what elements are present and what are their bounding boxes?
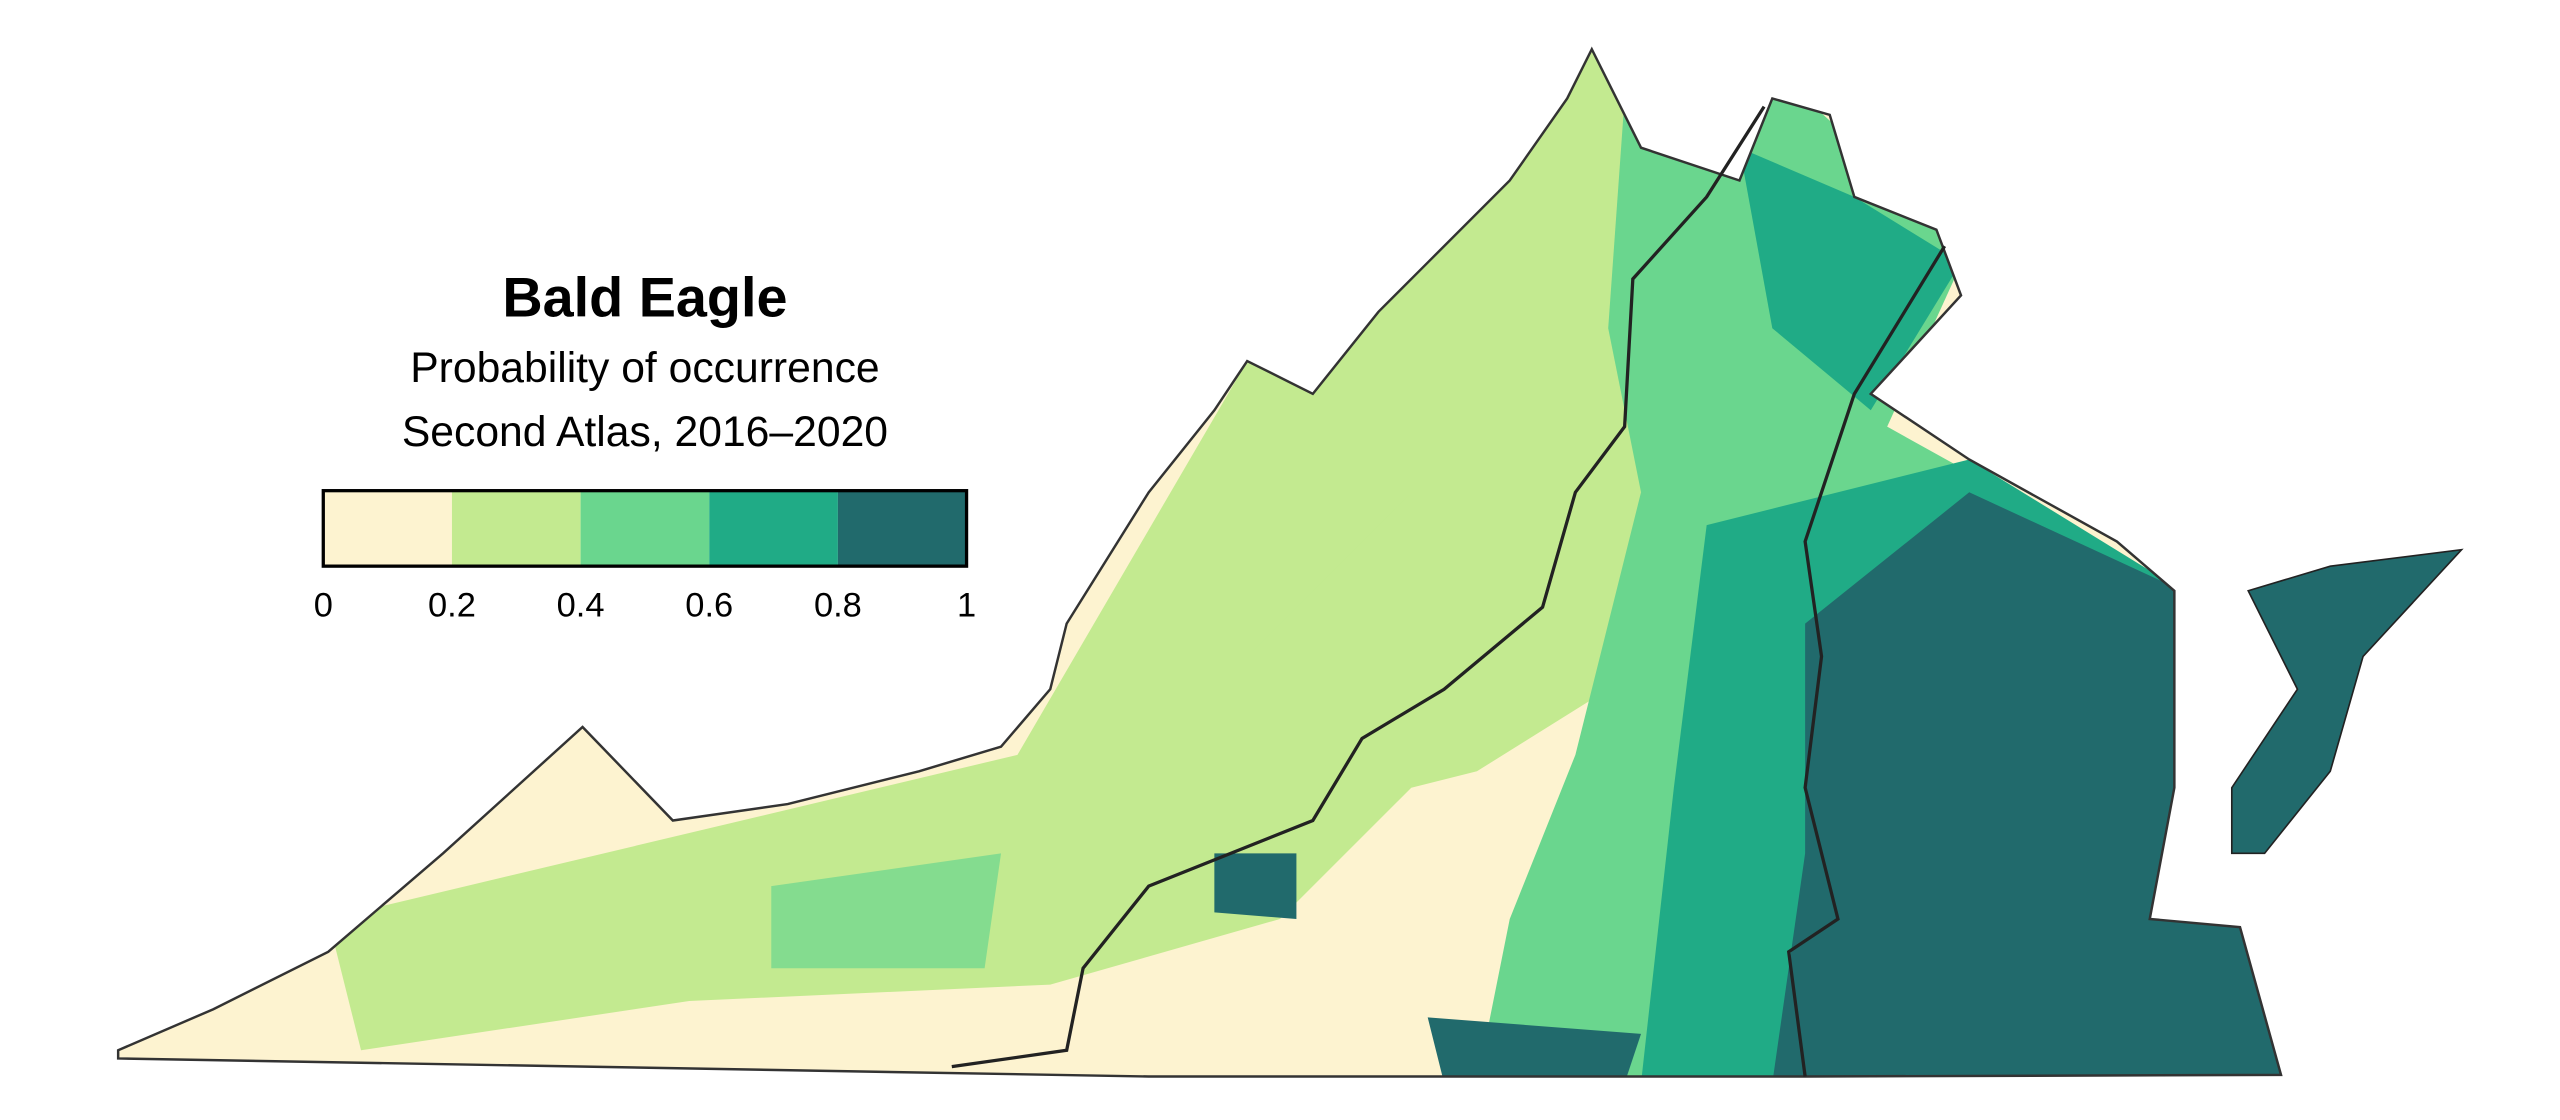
eastern-shore — [2230, 548, 2464, 855]
legend-frame — [321, 489, 969, 568]
state-outline — [116, 46, 2283, 1078]
legend-swatch — [580, 490, 710, 567]
legend-swatch — [837, 490, 967, 567]
legend-tick-label: 0 — [314, 586, 333, 624]
legend-tick-label: 0.8 — [814, 586, 862, 624]
legend-swatch — [323, 490, 452, 567]
legend-tick-label: 0.6 — [685, 586, 733, 624]
map-title: Bald Eagle — [502, 266, 787, 329]
map-subtitle: Probability of occurrence — [410, 344, 879, 392]
map-period: Second Atlas, 2016–2020 — [402, 408, 888, 456]
coastal-line — [1786, 245, 1947, 1077]
fall-line — [951, 105, 1766, 1069]
legend-swatch — [709, 490, 838, 567]
legend-tick-label: 1 — [957, 586, 976, 624]
legend: 0 0.2 0.4 0.6 0.8 1 — [314, 489, 976, 624]
legend-swatch — [451, 490, 581, 567]
legend-tick-label: 0.4 — [557, 586, 605, 624]
legend-tick-label: 0.2 — [428, 586, 476, 624]
